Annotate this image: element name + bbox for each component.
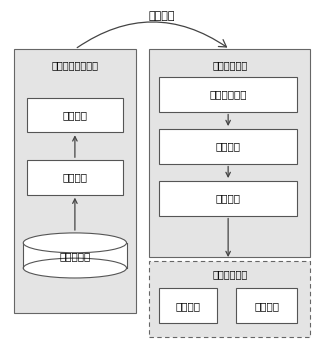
- Text: 故障检测装置: 故障检测装置: [212, 60, 247, 70]
- Bar: [159, 77, 297, 112]
- Bar: [149, 49, 310, 257]
- Bar: [23, 243, 126, 268]
- Ellipse shape: [23, 258, 126, 278]
- Text: 多元分析建模: 多元分析建模: [209, 89, 247, 99]
- Bar: [159, 288, 217, 323]
- Bar: [159, 129, 297, 164]
- Text: 传感数据采集装置: 传感数据采集装置: [52, 60, 98, 70]
- FancyArrowPatch shape: [77, 22, 226, 48]
- Text: 显示装置: 显示装置: [254, 301, 279, 311]
- Bar: [27, 160, 123, 195]
- Bar: [236, 288, 297, 323]
- Text: 传感器采集: 传感器采集: [59, 252, 90, 261]
- Text: 存储装置: 存储装置: [63, 110, 87, 120]
- Bar: [14, 49, 136, 313]
- Text: 量化装置: 量化装置: [63, 173, 87, 182]
- Text: 执行机构: 执行机构: [175, 301, 200, 311]
- Text: 数据处理: 数据处理: [216, 141, 241, 151]
- Bar: [159, 181, 297, 216]
- Text: 故障输出: 故障输出: [216, 193, 241, 203]
- Text: 外部执行设备: 外部执行设备: [212, 269, 247, 279]
- Bar: [27, 98, 123, 132]
- Ellipse shape: [23, 233, 126, 253]
- Text: 数据通信: 数据通信: [149, 11, 175, 21]
- Bar: [149, 261, 310, 337]
